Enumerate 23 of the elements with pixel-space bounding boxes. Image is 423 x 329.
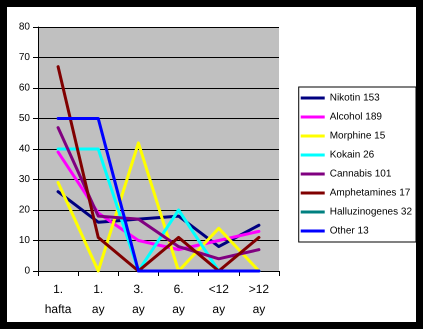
legend-label: Other 13 (330, 226, 370, 236)
x-tick-label: 1. ay (92, 282, 105, 316)
legend-label: Nikotin 153 (330, 92, 380, 104)
y-tick-label: 60 (18, 82, 30, 94)
x-tick-label: 3. ay (132, 282, 145, 316)
y-tick-label: 50 (18, 113, 30, 124)
legend-label: Cannabis 101 (330, 168, 392, 180)
x-tick-label: <12 ay (208, 282, 230, 316)
legend-label: Alcohol 189 (330, 112, 382, 122)
legend-label: Kokain 26 (330, 150, 375, 160)
y-tick-label: 30 (18, 174, 30, 185)
y-tick-label: 10 (18, 235, 30, 246)
y-tick-label: 40 (18, 144, 30, 154)
x-tick-label: 1. hafta (44, 282, 72, 316)
x-tick-label: >12 ay (248, 282, 270, 316)
x-tick-label: 6. ay (172, 282, 185, 316)
y-tick-label: 70 (18, 52, 30, 63)
y-tick-label: 20 (18, 204, 30, 216)
y-tick-label: 0 (24, 266, 30, 276)
legend-label: Morphine 15 (330, 130, 386, 142)
legend-label: Amphetamines 17 (330, 188, 411, 198)
legend-label: Halluzinogenes 32 (330, 206, 412, 218)
y-tick-label: 80 (18, 22, 30, 32)
